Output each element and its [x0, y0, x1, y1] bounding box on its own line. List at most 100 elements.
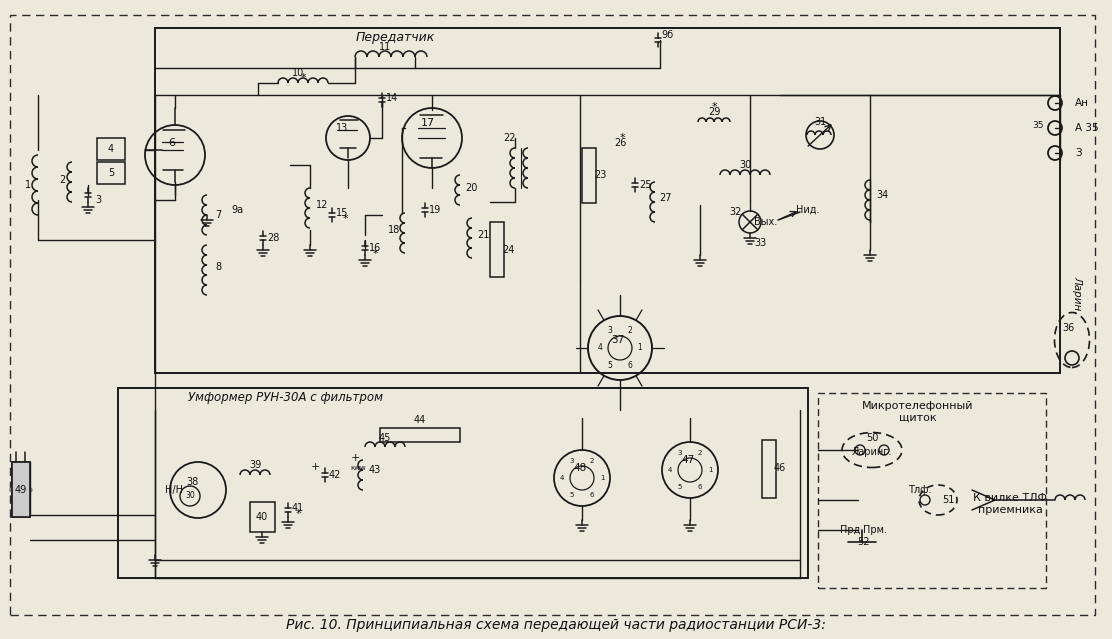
- Text: 5: 5: [678, 484, 682, 490]
- Text: Ан: Ан: [1075, 98, 1089, 108]
- Text: 50: 50: [866, 433, 878, 443]
- Text: Прд.: Прд.: [841, 525, 864, 535]
- Text: 12: 12: [316, 200, 328, 210]
- Text: *: *: [342, 214, 348, 224]
- Text: 17: 17: [421, 118, 435, 128]
- Text: А 35: А 35: [1075, 123, 1099, 133]
- Bar: [490, 222, 504, 277]
- Text: 24: 24: [502, 245, 514, 255]
- Text: +: +: [350, 453, 359, 463]
- Text: 44: 44: [414, 415, 426, 425]
- Bar: [118, 388, 808, 578]
- Text: 39: 39: [249, 460, 261, 470]
- Text: 28: 28: [267, 233, 279, 243]
- Text: 49: 49: [14, 485, 27, 495]
- Text: 40: 40: [256, 512, 268, 522]
- Text: 6: 6: [169, 138, 176, 148]
- Text: 2: 2: [59, 175, 66, 185]
- Bar: [12, 462, 30, 517]
- Text: Н/Н: Н/Н: [165, 485, 183, 495]
- Text: 5: 5: [569, 492, 574, 498]
- Text: 23: 23: [594, 170, 606, 180]
- Text: 52: 52: [856, 537, 870, 547]
- Text: Вых.: Вых.: [754, 217, 777, 227]
- Text: Ларин.: Ларин.: [1072, 276, 1082, 314]
- Text: 36: 36: [1062, 323, 1074, 333]
- Text: 37: 37: [612, 335, 625, 345]
- Text: 15: 15: [336, 208, 348, 218]
- Text: 26: 26: [614, 138, 626, 148]
- Text: 5: 5: [607, 361, 613, 370]
- Text: 4: 4: [108, 144, 115, 154]
- Text: +: +: [310, 462, 319, 472]
- Text: 2: 2: [589, 458, 594, 464]
- Text: 1: 1: [599, 475, 604, 481]
- Text: Тлф.: Тлф.: [909, 485, 932, 495]
- Text: 46: 46: [774, 463, 786, 473]
- Text: К вилке ТЛФ: К вилке ТЛФ: [973, 493, 1048, 503]
- Text: Микротелефонный
щиток: Микротелефонный щиток: [862, 401, 974, 423]
- Text: Передатчик: Передатчик: [356, 31, 435, 45]
- Text: 51: 51: [942, 495, 954, 505]
- Text: 19: 19: [429, 205, 441, 215]
- Circle shape: [170, 462, 226, 518]
- Bar: [380, 428, 460, 442]
- Bar: [97, 162, 125, 184]
- Text: 16: 16: [369, 243, 381, 253]
- Text: 3: 3: [569, 458, 574, 464]
- Text: 1: 1: [24, 180, 31, 190]
- Text: Нид.: Нид.: [796, 205, 820, 215]
- Bar: [762, 440, 776, 498]
- Text: 6: 6: [627, 361, 633, 370]
- Text: *: *: [300, 73, 306, 83]
- Text: *: *: [712, 102, 717, 112]
- Bar: [582, 148, 596, 203]
- Text: *: *: [295, 509, 301, 519]
- Text: 41: 41: [291, 503, 304, 513]
- Text: 9а: 9а: [231, 205, 244, 215]
- Text: 1: 1: [637, 344, 643, 353]
- Bar: [155, 28, 1060, 373]
- Text: кww: кww: [350, 465, 366, 471]
- Text: 6: 6: [589, 492, 594, 498]
- Bar: [818, 393, 1046, 588]
- Text: 25: 25: [638, 180, 652, 190]
- Text: 32: 32: [729, 207, 742, 217]
- Text: Прм.: Прм.: [863, 525, 887, 535]
- Bar: [12, 462, 30, 517]
- Text: 4: 4: [559, 475, 564, 481]
- Text: 20: 20: [465, 183, 477, 193]
- Text: 45: 45: [379, 433, 391, 443]
- Text: 22: 22: [504, 133, 516, 143]
- Text: Рис. 10. Принципиальная схема передающей части радиостанции РСИ-3:: Рис. 10. Принципиальная схема передающей…: [286, 618, 826, 632]
- Text: *: *: [619, 133, 625, 143]
- Text: 30: 30: [738, 160, 751, 170]
- Text: 5: 5: [108, 168, 115, 178]
- Text: 14: 14: [386, 93, 398, 103]
- Text: 9б: 9б: [662, 30, 674, 40]
- Text: 31: 31: [814, 117, 826, 127]
- Text: 34: 34: [876, 190, 888, 200]
- Text: 21: 21: [477, 230, 489, 240]
- Text: 6: 6: [697, 484, 703, 490]
- Text: 35: 35: [1032, 121, 1044, 130]
- Text: 33: 33: [754, 238, 766, 248]
- Text: 4: 4: [597, 344, 603, 353]
- Text: 3: 3: [677, 450, 683, 456]
- Text: 1: 1: [707, 467, 713, 473]
- Text: 30: 30: [185, 491, 195, 500]
- Text: 29: 29: [708, 107, 721, 117]
- Bar: [250, 502, 275, 532]
- Text: 11: 11: [379, 42, 391, 52]
- Text: 43: 43: [369, 465, 381, 475]
- Text: Ларинг.: Ларинг.: [852, 447, 892, 457]
- Text: 4: 4: [668, 467, 672, 473]
- Text: *: *: [373, 249, 378, 259]
- Text: приемника: приемника: [977, 505, 1042, 515]
- Text: 3: 3: [95, 195, 101, 205]
- Text: 3: 3: [607, 326, 613, 335]
- Text: 2: 2: [698, 450, 702, 456]
- Text: 42: 42: [329, 470, 341, 480]
- Text: З: З: [1075, 148, 1082, 158]
- Text: 13: 13: [336, 123, 348, 133]
